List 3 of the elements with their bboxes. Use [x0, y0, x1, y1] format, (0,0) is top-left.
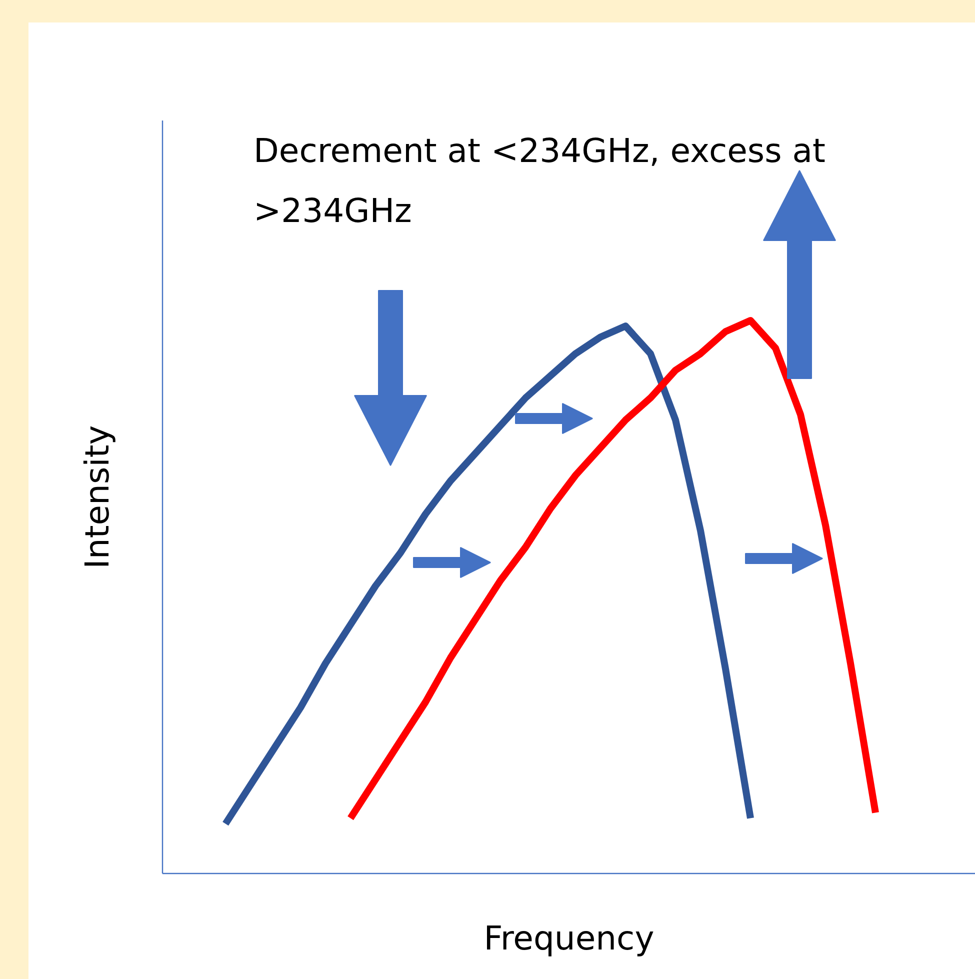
- y-axis-title: Intensity: [78, 425, 116, 569]
- x-axis-title: Frequency: [484, 918, 654, 958]
- text: Decrement at <234GHz, excess at >234GHz: [254, 131, 826, 230]
